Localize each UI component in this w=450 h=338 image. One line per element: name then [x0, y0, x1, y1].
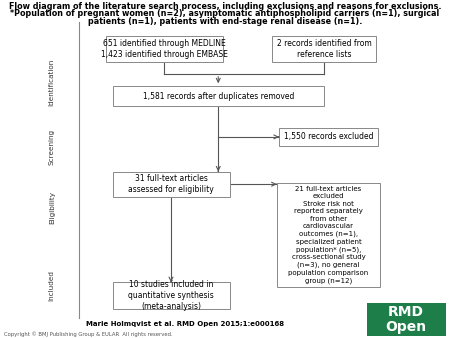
Text: RMD
Open: RMD Open: [386, 305, 427, 334]
Text: 10 studies included in
quantitative synthesis
(meta-analysis): 10 studies included in quantitative synt…: [128, 280, 214, 311]
FancyBboxPatch shape: [277, 183, 380, 287]
Text: Flow diagram of the literature search process, including exclusions and reasons : Flow diagram of the literature search pr…: [9, 2, 441, 11]
Text: Eligibility: Eligibility: [49, 191, 55, 224]
Text: 1,550 records excluded: 1,550 records excluded: [284, 132, 373, 141]
Text: Identification: Identification: [49, 59, 55, 106]
Text: Copyright © BMJ Publishing Group & EULAR  All rights reserved.: Copyright © BMJ Publishing Group & EULAR…: [4, 331, 173, 337]
FancyBboxPatch shape: [279, 127, 378, 146]
Text: Screening: Screening: [49, 129, 55, 165]
Text: 21 full-text articles
excluded
Stroke risk not
reported separately
from other
ca: 21 full-text articles excluded Stroke ri…: [288, 186, 369, 284]
FancyBboxPatch shape: [367, 303, 446, 336]
Text: 2 records identified from
reference lists: 2 records identified from reference list…: [277, 39, 371, 59]
FancyBboxPatch shape: [112, 172, 230, 197]
FancyBboxPatch shape: [106, 37, 223, 62]
FancyBboxPatch shape: [272, 37, 376, 62]
Text: 651 identified through MEDLINE
1,423 identified through EMBASE: 651 identified through MEDLINE 1,423 ide…: [101, 39, 228, 59]
Text: Included: Included: [49, 270, 55, 301]
FancyBboxPatch shape: [112, 86, 324, 106]
Text: Marie Holmqvist et al. RMD Open 2015;1:e000168: Marie Holmqvist et al. RMD Open 2015;1:e…: [86, 321, 284, 327]
Text: *Population of pregnant women (n=2), asymptomatic antiphospholipid carriers (n=1: *Population of pregnant women (n=2), asy…: [10, 9, 440, 19]
FancyBboxPatch shape: [112, 282, 230, 309]
Text: 1,581 records after duplicates removed: 1,581 records after duplicates removed: [143, 92, 294, 101]
Text: 31 full-text articles
assessed for eligibility: 31 full-text articles assessed for eligi…: [128, 174, 214, 194]
Text: patients (n=1), patients with end-stage renal disease (n=1).: patients (n=1), patients with end-stage …: [88, 17, 362, 26]
